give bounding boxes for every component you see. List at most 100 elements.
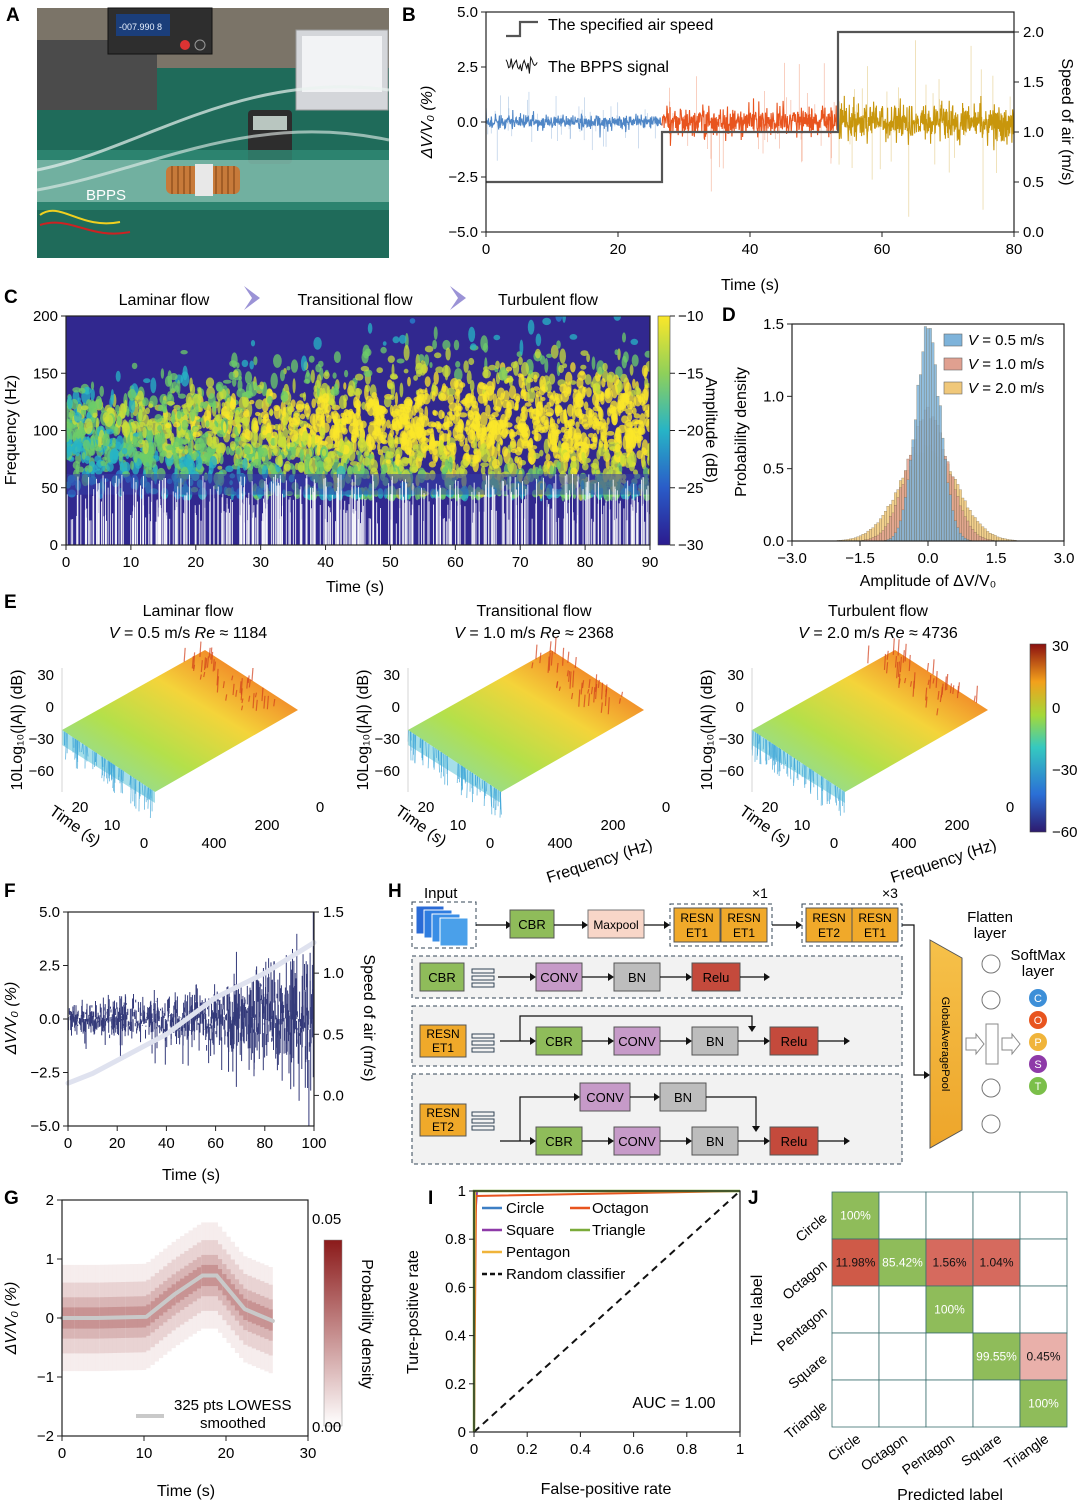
c-heat-blob xyxy=(204,431,209,437)
c-heat-blob xyxy=(392,336,400,344)
c-heat-blob xyxy=(469,380,475,392)
c-heat-blob xyxy=(377,427,384,441)
c-heat-blob xyxy=(260,411,269,419)
f-y2tick-label: 1.5 xyxy=(323,904,344,921)
c-heat-blob xyxy=(524,402,532,407)
c-heat-blob xyxy=(109,448,119,464)
c-heat-blob xyxy=(605,457,610,470)
e-ridge xyxy=(941,683,944,695)
c-heat-blob xyxy=(231,352,238,369)
e-ridge xyxy=(550,651,553,666)
c-heat-blob xyxy=(452,443,457,456)
c-heat-blob xyxy=(304,460,308,474)
c-heat-blob xyxy=(508,375,513,388)
c-heat-blob xyxy=(473,423,479,432)
c-heat-blob xyxy=(613,432,620,441)
c-heat-blob xyxy=(207,446,211,454)
c-heat-blob xyxy=(644,404,650,414)
c-heat-blob xyxy=(590,436,598,443)
c-heat-blob xyxy=(364,402,371,412)
c-heat-blob xyxy=(106,407,115,413)
c-heat-blob xyxy=(620,454,624,466)
b-y2tick-label: 0.5 xyxy=(1023,174,1044,191)
f-y2tick-label: 0.5 xyxy=(323,1026,344,1043)
e-spike xyxy=(409,731,412,761)
c-heat-blob xyxy=(77,466,84,473)
c-heat-blob xyxy=(644,350,650,358)
e-ridge xyxy=(203,657,207,671)
c-heat-blob xyxy=(235,447,241,455)
i-ytick-label: 0.8 xyxy=(445,1231,466,1248)
e-surface xyxy=(408,650,644,792)
c-heat-blob xyxy=(502,446,508,457)
j-cell xyxy=(925,1379,974,1428)
c-heat-blob xyxy=(559,348,566,364)
c-heat-blob xyxy=(332,400,336,410)
c-heat-blob xyxy=(487,423,493,429)
c-heat-blob xyxy=(606,417,610,425)
c-heat-blob xyxy=(84,418,93,435)
c-heat-blob xyxy=(157,432,161,447)
c-heat-blob xyxy=(333,383,339,395)
e-spike xyxy=(130,776,132,804)
c-heat-blob xyxy=(318,360,324,368)
h-cbr-2 xyxy=(535,1026,583,1056)
f-xtick-label: 40 xyxy=(158,1135,175,1152)
c-heat-blob xyxy=(468,326,476,343)
e-ridge xyxy=(191,656,194,669)
c-heat-blob xyxy=(280,391,289,402)
e-freq-tick: 200 xyxy=(944,817,969,834)
d-bar-V = 1.0 m/s xyxy=(968,525,972,542)
d-legend-var: V xyxy=(968,332,982,349)
h-conv-1 xyxy=(535,962,583,992)
c-heat-blob xyxy=(526,408,535,413)
e-ridge xyxy=(251,667,254,682)
c-heat-blob xyxy=(313,435,323,446)
e-spike xyxy=(464,768,467,783)
e-spike xyxy=(146,787,149,801)
b-xtick-label: 20 xyxy=(610,241,627,258)
e-ridge xyxy=(899,656,902,673)
d-bar-V = 0.5 m/s xyxy=(899,520,902,542)
c-heat-blob xyxy=(181,438,189,445)
e-ridge xyxy=(574,656,577,669)
c-heat-blob xyxy=(99,460,107,466)
c-heat-blob xyxy=(575,421,580,429)
c-xlabel: Time (s) xyxy=(326,579,384,596)
c-heat-blob xyxy=(368,444,373,453)
c-heat-blob xyxy=(320,412,326,428)
c-heat-blob xyxy=(149,454,154,459)
c-heat-blob xyxy=(74,444,81,457)
e-spike xyxy=(768,741,771,755)
c-heat-blob xyxy=(82,439,91,451)
d-bar-V = 0.5 m/s xyxy=(943,458,947,542)
c-heat-blob xyxy=(435,366,444,374)
c-xtick-label: 0 xyxy=(62,554,70,571)
c-heat-blob xyxy=(518,356,523,366)
e-ridge xyxy=(925,696,928,708)
e-time-tick: 0 xyxy=(830,835,838,852)
c-heat-blob xyxy=(333,412,341,426)
h-maxpool-label: Maxpool xyxy=(593,918,638,932)
c-heat-blob xyxy=(561,437,569,442)
c-heat-blob xyxy=(398,460,404,472)
h-resnet2-b-l1: RESN xyxy=(858,911,891,925)
c-heat-blob xyxy=(521,374,525,382)
e-ridge xyxy=(583,694,586,708)
d-bar-V = 1.0 m/s xyxy=(879,532,882,542)
c-heat-blob xyxy=(288,405,293,414)
d-xtick-label: −1.5 xyxy=(845,550,875,567)
j-cell-value: 85.42% xyxy=(882,1256,923,1270)
e-ridge xyxy=(580,682,583,695)
e-ridge xyxy=(571,692,574,700)
c-heat-blob xyxy=(633,413,641,419)
c-heat-blob xyxy=(397,414,403,429)
j-cell xyxy=(972,1332,1021,1381)
c-heat-blob xyxy=(465,453,470,462)
c-heat-blob xyxy=(184,432,189,441)
c-heat-blob xyxy=(300,413,306,420)
c-ytick-label: 200 xyxy=(33,308,58,325)
c-heat-blob xyxy=(221,402,226,408)
e-ridge xyxy=(216,676,219,693)
c-heat-blob xyxy=(81,452,86,460)
